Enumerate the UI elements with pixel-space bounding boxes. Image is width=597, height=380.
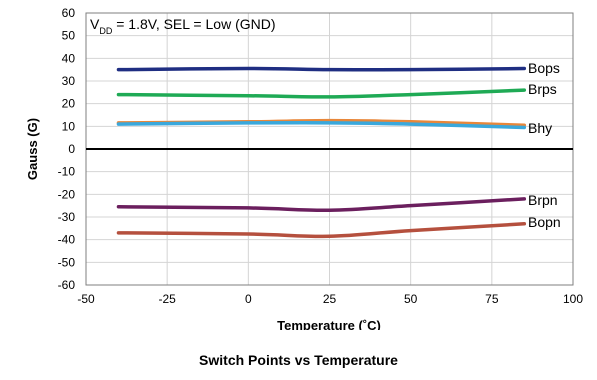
x-tick-label: 50 [404,292,418,306]
y-tick-labels: 60 50 40 30 20 10 0 -10 -20 -30 -40 -50 -60 [58,6,76,292]
x-tick-label: 0 [245,292,252,306]
y-tick-label: -30 [58,210,76,224]
y-tick-label: 30 [62,74,76,88]
series-line-brps [116,88,527,99]
x-axis-title: Temperature (˚C) [277,318,381,330]
chart-annotation: VDD = 1.8V, SEL = Low (GND) [90,16,276,36]
x-tick-label: 25 [323,292,337,306]
y-tick-label: 10 [62,119,76,133]
series-label-bhy: Bhy [528,120,552,136]
y-tick-label: -50 [58,255,76,269]
chart-caption: Switch Points vs Temperature [199,352,398,368]
y-tick-label: -60 [58,278,76,292]
x-tick-label: 100 [563,292,583,306]
series-line-bops [116,66,527,72]
x-tick-label: -25 [158,292,176,306]
series-line-brpn [116,197,527,212]
series-labels: Bops Brps Bhy Brpn Bopn [528,60,561,230]
y-tick-label: 40 [62,51,76,65]
series-lines [116,66,527,239]
series-line-bopn [116,222,527,239]
series-label-brps: Brps [528,81,557,97]
y-tick-label: -40 [58,233,76,247]
x-tick-label: -50 [77,292,95,306]
x-tick-labels: -50 -25 0 25 50 75 100 [77,292,583,306]
series-label-brpn: Brpn [528,192,558,208]
series-line-unlabeled-3 [116,121,527,130]
y-tick-label: 0 [68,142,75,156]
y-tick-label: -20 [58,187,76,201]
y-tick-label: 20 [62,97,76,111]
series-label-bops: Bops [528,60,560,76]
y-tick-label: -10 [58,165,76,179]
y-tick-label: 60 [62,6,76,20]
series-label-bopn: Bopn [528,214,561,230]
y-tick-label: 50 [62,29,76,43]
x-tick-label: 75 [485,292,499,306]
y-axis-title: Gauss (G) [25,118,40,180]
